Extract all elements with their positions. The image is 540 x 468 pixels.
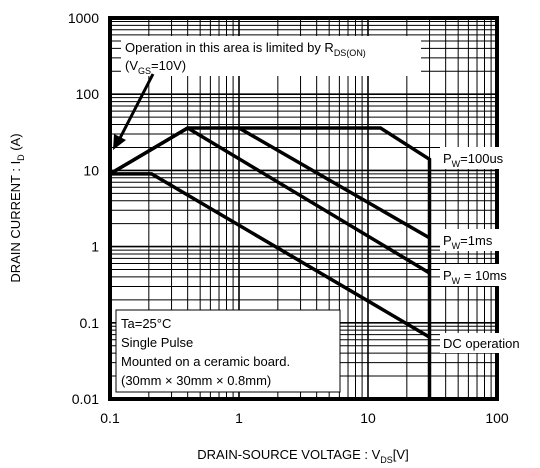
x-tick-label: 1 <box>235 410 243 426</box>
conditions-box <box>115 309 341 393</box>
y-tick-label: 100 <box>76 86 100 102</box>
series-lines <box>109 125 432 399</box>
y-tick-label: 0.01 <box>72 391 99 407</box>
x-tick-label: 0.1 <box>100 410 120 426</box>
series-label-10ms: PW = 10ms <box>443 268 507 286</box>
rds-annotation-line2: (VGS=10V) <box>125 58 186 76</box>
rds-arrow-line <box>116 73 155 143</box>
x-tick-label: 100 <box>485 410 509 426</box>
y-tick-label: 1000 <box>68 10 99 26</box>
y-tick-label: 0.1 <box>80 315 100 331</box>
x-axis-label: DRAIN-SOURCE VOLTAGE : VDS[V] <box>197 447 408 465</box>
series-label-dc: DC operation <box>443 336 520 351</box>
label-bg-100us <box>440 147 518 169</box>
series-line-dc <box>110 172 431 339</box>
condition-temperature: Ta=25°C <box>121 316 171 331</box>
y-tick-label: 10 <box>83 162 99 178</box>
y-axis-label: DRAIN CURRENT : ID (A) <box>8 133 26 282</box>
x-tick-label: 10 <box>360 410 376 426</box>
label-bg-1ms <box>440 229 506 251</box>
rds-annotation-box <box>121 36 421 76</box>
label-bg-dc <box>440 333 540 353</box>
rds-arrow-head <box>113 134 126 150</box>
series-line-10ms <box>109 125 431 275</box>
series-label-100us: PW=100us <box>443 151 504 169</box>
plot-frame <box>108 16 499 401</box>
rds-annotation-line1: Operation in this area is limited by RDS… <box>125 40 366 58</box>
y-tick-label: 1 <box>91 239 99 255</box>
label-bg-10ms <box>440 264 520 286</box>
condition-mounting: Mounted on a ceramic board. <box>121 354 290 369</box>
condition-pulse: Single Pulse <box>121 335 193 350</box>
series-line-1ms <box>238 126 431 240</box>
series-label-1ms: PW=1ms <box>443 233 493 251</box>
condition-board-size: (30mm × 30mm × 0.8mm) <box>121 373 271 388</box>
